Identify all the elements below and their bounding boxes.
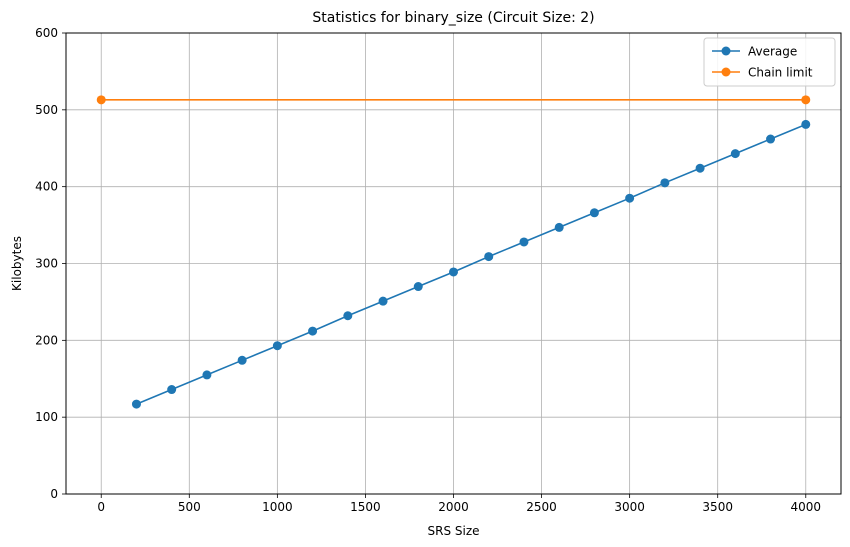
- average-data-point: [343, 311, 353, 321]
- x-tick-label: 0: [97, 500, 105, 514]
- chain-limit-data-point: [801, 95, 811, 105]
- average-data-point: [131, 399, 141, 409]
- y-tick-label: 100: [35, 410, 58, 424]
- y-tick-label: 0: [50, 487, 58, 501]
- x-tick-label: 3000: [614, 500, 645, 514]
- average-series-line: [136, 123, 807, 405]
- x-tick-label: 3500: [702, 500, 733, 514]
- average-data-point: [660, 178, 670, 188]
- legend-chain-limit-marker: [721, 67, 731, 77]
- x-tick-label: 4000: [790, 500, 821, 514]
- average-data-point: [237, 355, 247, 365]
- y-tick-label: 500: [35, 103, 58, 117]
- y-tick-label: 600: [35, 26, 58, 40]
- y-tick-label: 400: [35, 180, 58, 194]
- legend: Average Chain limit: [703, 37, 836, 87]
- average-data-point: [308, 326, 318, 336]
- chain-limit-data-point: [96, 95, 106, 105]
- average-data-point: [519, 237, 529, 247]
- chart-title: Statistics for binary_size (Circuit Size…: [312, 10, 594, 26]
- series-layer: [96, 95, 811, 409]
- legend-box: [703, 37, 836, 87]
- y-tick-label: 300: [35, 257, 58, 271]
- average-data-point: [484, 252, 494, 262]
- average-data-point: [272, 341, 282, 351]
- average-data-point: [589, 208, 599, 218]
- average-data-point: [378, 296, 388, 306]
- x-tick-label: 2000: [438, 500, 469, 514]
- x-tick-label: 1000: [262, 500, 293, 514]
- y-tick-label: 200: [35, 333, 58, 347]
- x-tick-label: 2500: [526, 500, 557, 514]
- legend-average-label: Average: [748, 45, 797, 59]
- average-data-point: [167, 385, 177, 395]
- x-axis-label: SRS Size: [427, 524, 479, 538]
- x-tick-label: 500: [178, 500, 201, 514]
- x-tick-label: 1500: [350, 500, 381, 514]
- average-data-point: [730, 149, 740, 159]
- average-data-point: [766, 134, 776, 144]
- average-data-point: [625, 193, 635, 203]
- legend-average-marker: [721, 46, 731, 56]
- average-data-point: [801, 119, 811, 129]
- average-data-point: [413, 282, 423, 292]
- legend-chain-limit-label: Chain limit: [748, 66, 813, 80]
- average-data-point: [695, 163, 705, 173]
- y-axis-label: Kilobytes: [10, 236, 24, 291]
- average-data-point: [202, 370, 212, 380]
- axis-ticks: 0 500 1000 1500 2000 2500 3000 3500 4000 0 100 200 3…: [35, 26, 821, 514]
- average-data-point: [554, 222, 564, 232]
- average-data-point: [449, 267, 458, 277]
